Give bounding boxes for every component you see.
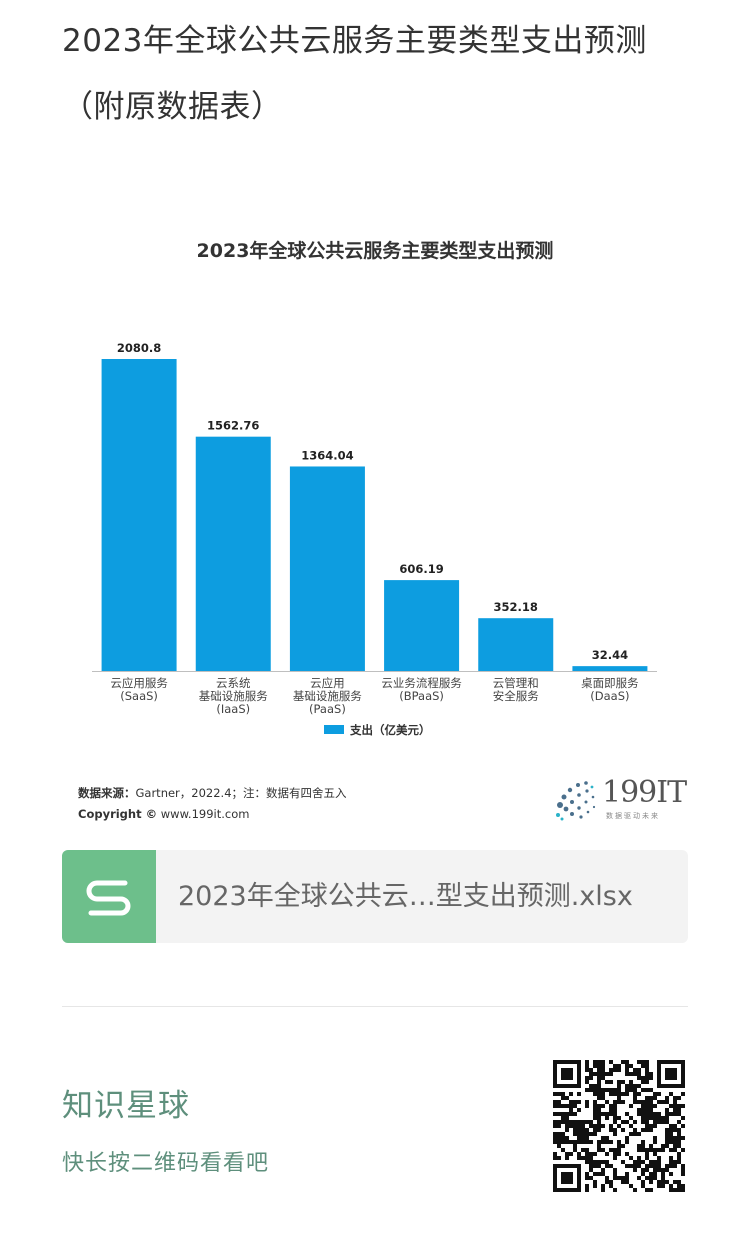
qr-code-icon <box>553 1060 685 1192</box>
copyright-label: Copyright © <box>78 807 158 821</box>
bar <box>572 666 648 671</box>
data-label: 2080.8 <box>117 341 161 355</box>
chart-container: 2023年全球公共云服务主要类型支出预测 2080.8 云应用服务 (SaaS) 156… <box>0 215 750 825</box>
tick-label: 云应用服务 <box>110 676 168 690</box>
page-title-line1: 2023年全球公共云服务主要类型支出预测 <box>62 23 647 59</box>
bar <box>478 618 554 671</box>
file-name: 2023年全球公共云…型支出预测.xlsx <box>178 881 633 912</box>
tick-label: 云业务流程服务 <box>381 676 462 690</box>
bar <box>289 466 365 671</box>
tick-label: (DaaS) <box>590 689 629 703</box>
page-title-line2: （附原数据表） <box>62 89 283 125</box>
source-note: 数据来源：Gartner，2022.4；注：数据有四舍五入 Copyright … <box>78 783 347 825</box>
bar <box>101 359 177 671</box>
source-label: 数据来源： <box>78 786 136 800</box>
data-label: 1562.76 <box>207 419 259 433</box>
data-label: 606.19 <box>399 562 443 576</box>
tick-label: 基础设施服务 <box>293 689 362 703</box>
qr-code[interactable] <box>553 1060 685 1192</box>
data-label: 352.18 <box>494 600 538 614</box>
tick-label: 桌面即服务 <box>581 676 639 690</box>
bar <box>384 580 460 671</box>
source-text: Gartner，2022.4；注：数据有四舍五入 <box>135 786 347 800</box>
tick-label: (IaaS) <box>216 702 250 716</box>
tick-label: 云应用 <box>310 676 345 690</box>
brand-logo: 199IT 数据驱动未来 <box>552 775 687 823</box>
tick-label: (BPaaS) <box>399 689 444 703</box>
tick-label: (PaaS) <box>309 702 346 716</box>
page-title: 2023年全球公共云服务主要类型支出预测 （附原数据表） <box>62 8 702 140</box>
data-label: 32.44 <box>592 648 628 662</box>
logo-subtitle: 数据驱动未来 <box>606 812 660 820</box>
bar-chart: 2023年全球公共云服务主要类型支出预测 2080.8 云应用服务(SaaS) 156… <box>92 239 657 737</box>
dots-logo-icon <box>556 781 596 821</box>
copyright-site: www.199it.com <box>160 807 250 821</box>
spreadsheet-s-icon <box>62 850 156 943</box>
tick-label: 云管理和 <box>493 676 539 690</box>
tick-label: 基础设施服务 <box>199 689 268 703</box>
planet-title: 知识星球 <box>62 1088 190 1124</box>
bar <box>195 436 271 671</box>
planet-subtitle: 快长按二维码看看吧 <box>62 1151 270 1176</box>
legend-label: 支出（亿美元） <box>349 723 431 737</box>
tick-label: 安全服务 <box>493 689 539 703</box>
data-label: 1364.04 <box>301 448 353 462</box>
legend-swatch <box>324 725 344 734</box>
file-attachment[interactable]: 2023年全球公共云…型支出预测.xlsx <box>62 850 688 943</box>
divider <box>62 1006 688 1007</box>
tick-label: 云系统 <box>216 676 251 690</box>
chart-title: 2023年全球公共云服务主要类型支出预测 <box>197 239 554 262</box>
tick-label: (SaaS) <box>120 689 158 703</box>
logo-text: 199IT <box>602 775 687 810</box>
